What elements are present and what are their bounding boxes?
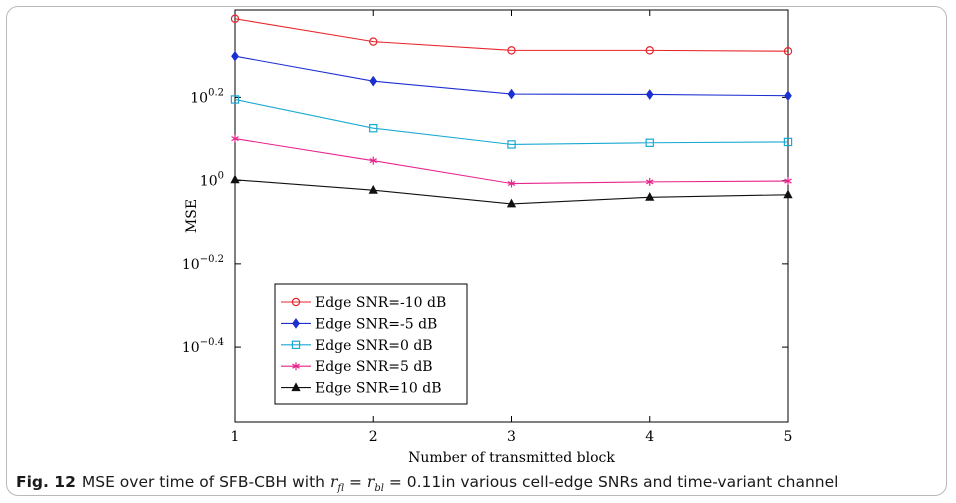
x-tick-label: 1: [231, 429, 240, 445]
data-point: [507, 140, 516, 149]
data-point: [369, 75, 378, 87]
data-point: [645, 46, 654, 55]
series-line: [230, 174, 793, 208]
data-point: [368, 184, 378, 194]
data-point: [783, 47, 793, 56]
legend-item: Edge SNR=-10 dB: [281, 295, 446, 311]
legend-marker: [292, 318, 300, 329]
data-point: [645, 138, 654, 147]
data-point: [230, 174, 240, 184]
data-point: [369, 37, 378, 46]
caption-var-r-fl: rfl: [329, 473, 345, 495]
x-tick-label: 4: [645, 429, 654, 445]
caption-sub-fl: fl: [337, 483, 345, 495]
x-tick-label: 5: [784, 429, 793, 445]
data-point: [783, 189, 793, 199]
legend-marker: [291, 297, 301, 307]
caption-text-after: in various cell-edge SNRs and time-varia…: [441, 473, 839, 491]
data-point: [784, 90, 792, 102]
y-tick-base: 10: [182, 340, 200, 356]
y-tick-base: 10: [190, 90, 208, 106]
caption-eq2: = 0.11: [383, 473, 442, 491]
y-tick-label: 100.2: [190, 87, 224, 106]
legend-item: Edge SNR=10 dB: [281, 381, 442, 397]
y-tick-exponent: −0.4: [200, 337, 224, 348]
data-point: [230, 95, 240, 104]
figure-caption: Fig. 12 MSE over time of SFB-CBH with rfl…: [16, 473, 946, 494]
y-tick-exponent: 0: [218, 171, 224, 182]
data-point: [645, 192, 655, 201]
y-tick-exponent: 0.2: [208, 87, 224, 98]
legend-item: Edge SNR=5 dB: [281, 359, 433, 375]
x-axis-label: Number of transmitted block: [408, 450, 615, 466]
data-point: [506, 198, 517, 208]
legend-marker: [291, 340, 301, 350]
data-point: [369, 123, 378, 133]
caption-var2: r: [366, 473, 375, 491]
data-point: [783, 137, 793, 147]
series-line: [231, 50, 792, 102]
data-point: [507, 88, 516, 100]
y-tick-exponent: −0.2: [200, 254, 224, 265]
legend-item: Edge SNR=-5 dB: [281, 316, 437, 332]
caption-var-r-bl: rbl: [366, 473, 384, 495]
data-point: [507, 179, 516, 188]
data-point: [231, 50, 239, 62]
x-tick-label: 2: [369, 429, 378, 445]
legend-marker: [291, 382, 301, 392]
data-point: [645, 89, 654, 100]
figure-label: Fig. 12: [16, 473, 76, 491]
figure-frame: [6, 6, 947, 496]
legend-label: Edge SNR=-10 dB: [315, 295, 446, 311]
y-tick-base: 10: [200, 174, 218, 190]
y-tick-base: 10: [182, 257, 200, 273]
caption-sub-bl: bl: [374, 483, 384, 495]
caption-eq1: =: [344, 473, 367, 491]
legend-marker: [292, 362, 300, 371]
series-path: [234, 18, 789, 52]
legend-box: [274, 283, 468, 405]
x-tick-label: 3: [507, 429, 516, 445]
y-tick-label: 100: [200, 171, 224, 190]
legend: Edge SNR=-10 dB Edge SNR=-5 dB Edge SNR=0 …: [274, 283, 468, 405]
legend-label: Edge SNR=5 dB: [315, 359, 433, 375]
data-point: [645, 177, 654, 186]
series-path: [234, 98, 789, 145]
data-point: [784, 177, 792, 186]
y-axis-label: MSE: [184, 199, 200, 233]
caption-var1: r: [329, 473, 338, 491]
legend-item: Edge SNR=0 dB: [281, 338, 433, 354]
series-group: [230, 14, 793, 208]
y-tick-label: 10−0.2: [182, 254, 224, 273]
legend-label: Edge SNR=0 dB: [315, 338, 433, 354]
legend-label: Edge SNR=-5 dB: [315, 316, 437, 332]
data-point: [230, 14, 240, 23]
data-point: [369, 156, 378, 165]
legend-label: Edge SNR=10 dB: [315, 381, 442, 397]
series-line: [230, 14, 793, 56]
y-tick-label: 10−0.4: [182, 337, 224, 356]
data-point: [231, 134, 239, 143]
series-line: [230, 95, 793, 149]
caption-text-before: MSE over time of SFB-CBH with: [81, 473, 326, 491]
data-point: [507, 46, 516, 55]
series-line: [231, 134, 792, 188]
